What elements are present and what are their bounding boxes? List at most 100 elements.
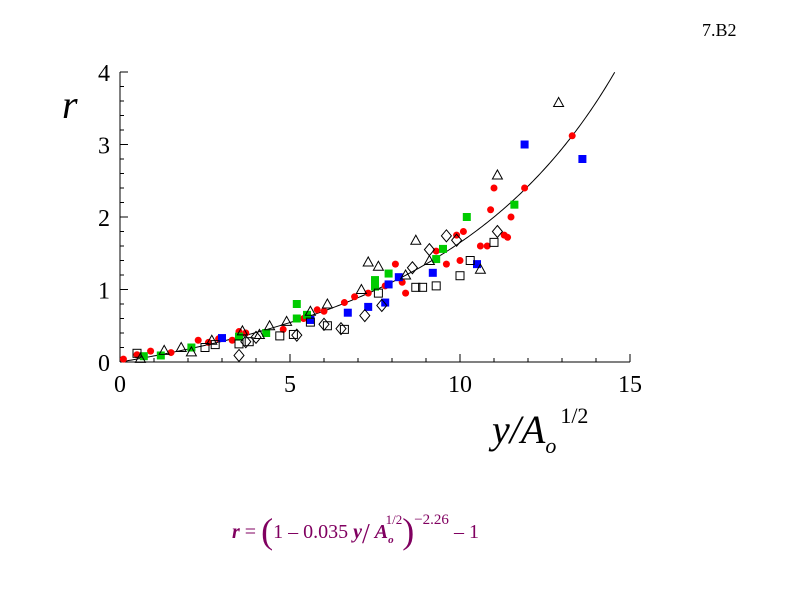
data-point xyxy=(119,355,127,363)
data-point xyxy=(335,321,347,336)
data-point xyxy=(423,254,436,265)
data-point xyxy=(362,255,375,267)
data-point xyxy=(476,242,484,250)
data-point xyxy=(313,306,321,314)
data-point xyxy=(228,336,236,344)
x-tick-label: 5 xyxy=(284,372,296,398)
data-point xyxy=(262,329,271,337)
data-point xyxy=(462,213,471,221)
data-point xyxy=(233,348,245,363)
data-point xyxy=(418,282,428,292)
formula-lhs: r xyxy=(232,521,240,543)
data-point xyxy=(253,328,266,339)
data-point xyxy=(473,260,481,269)
formula-sub-o: o xyxy=(388,534,394,546)
x-axis-label-main: y/A xyxy=(488,407,546,452)
data-point xyxy=(351,293,359,301)
formula-one: 1 xyxy=(273,521,284,543)
data-point xyxy=(288,329,298,339)
data-point xyxy=(520,140,529,149)
data-point xyxy=(371,282,379,291)
data-point xyxy=(406,260,419,275)
data-point xyxy=(139,352,148,361)
formula-open-paren: ( xyxy=(261,511,274,551)
data-point xyxy=(381,298,390,307)
data-point xyxy=(318,317,330,332)
data-point xyxy=(411,282,421,292)
data-point xyxy=(474,263,487,274)
y-tick-label: 2 xyxy=(98,206,110,232)
data-point xyxy=(568,132,576,140)
data-point xyxy=(491,168,504,180)
data-point xyxy=(275,331,285,341)
data-point xyxy=(218,334,226,343)
data-point xyxy=(292,300,301,308)
data-point xyxy=(175,341,188,352)
data-point xyxy=(292,314,301,323)
data-point xyxy=(521,184,529,192)
data-point xyxy=(291,328,303,342)
data-point xyxy=(489,237,499,247)
data-point xyxy=(236,324,249,336)
data-point xyxy=(402,289,410,297)
x-tick-label: 0 xyxy=(114,372,126,398)
formula: r = (1 – 0.035 y/ Ao 1/2)−2.26 – 1 xyxy=(232,510,479,552)
data-point xyxy=(450,233,463,247)
data-point xyxy=(235,332,243,341)
data-point xyxy=(465,256,475,265)
data-point xyxy=(240,334,252,349)
y-axis-label: r xyxy=(62,82,78,127)
data-point xyxy=(263,319,276,331)
data-point xyxy=(320,307,328,315)
data-point xyxy=(210,340,220,350)
data-point xyxy=(490,184,498,192)
formula-slash: / xyxy=(361,519,370,550)
data-point xyxy=(359,308,371,323)
y-tick-label: 4 xyxy=(98,61,110,87)
axes: 0 5 10 15 0 1 2 3 4 xyxy=(98,61,642,398)
x-tick-label: 10 xyxy=(448,372,472,398)
data-point xyxy=(376,298,388,313)
data-point xyxy=(194,336,202,344)
x-axis-label: y/Ao1/2 xyxy=(488,403,588,458)
data-point xyxy=(279,325,287,333)
data-point xyxy=(340,299,348,307)
data-point xyxy=(205,334,218,345)
data-point xyxy=(491,224,504,239)
formula-tail: – 1 xyxy=(453,521,479,543)
formula-close-paren: ) xyxy=(402,511,415,551)
data-point xyxy=(306,315,315,324)
y-tick-label: 0 xyxy=(98,351,110,377)
data-point xyxy=(147,347,155,355)
data-point xyxy=(372,260,385,271)
x-axis-label-sub: o xyxy=(545,433,556,458)
data-point xyxy=(552,96,565,107)
data-point xyxy=(355,283,368,294)
data-point xyxy=(304,305,317,316)
data-point xyxy=(455,271,465,281)
x-tick-label: 15 xyxy=(618,372,642,398)
data-point xyxy=(200,343,210,352)
data-point xyxy=(134,352,147,363)
data-point xyxy=(510,200,519,209)
data-point xyxy=(371,276,379,285)
data-point xyxy=(364,289,372,297)
y-tick-label: 1 xyxy=(98,279,110,305)
data-point xyxy=(280,315,293,326)
data-point xyxy=(321,297,334,309)
formula-coef: 0.035 xyxy=(303,521,349,543)
data-point xyxy=(158,344,171,355)
data-point xyxy=(373,288,383,298)
data-point xyxy=(364,302,373,311)
data-point xyxy=(391,260,399,268)
data-point xyxy=(432,255,441,264)
data-point xyxy=(409,234,422,245)
data-point xyxy=(483,242,491,250)
data-point xyxy=(250,330,262,345)
data-point xyxy=(578,155,587,163)
data-point xyxy=(343,308,352,317)
formula-minus: – xyxy=(288,521,299,543)
data-points-layer xyxy=(119,96,587,363)
data-point xyxy=(504,233,512,241)
